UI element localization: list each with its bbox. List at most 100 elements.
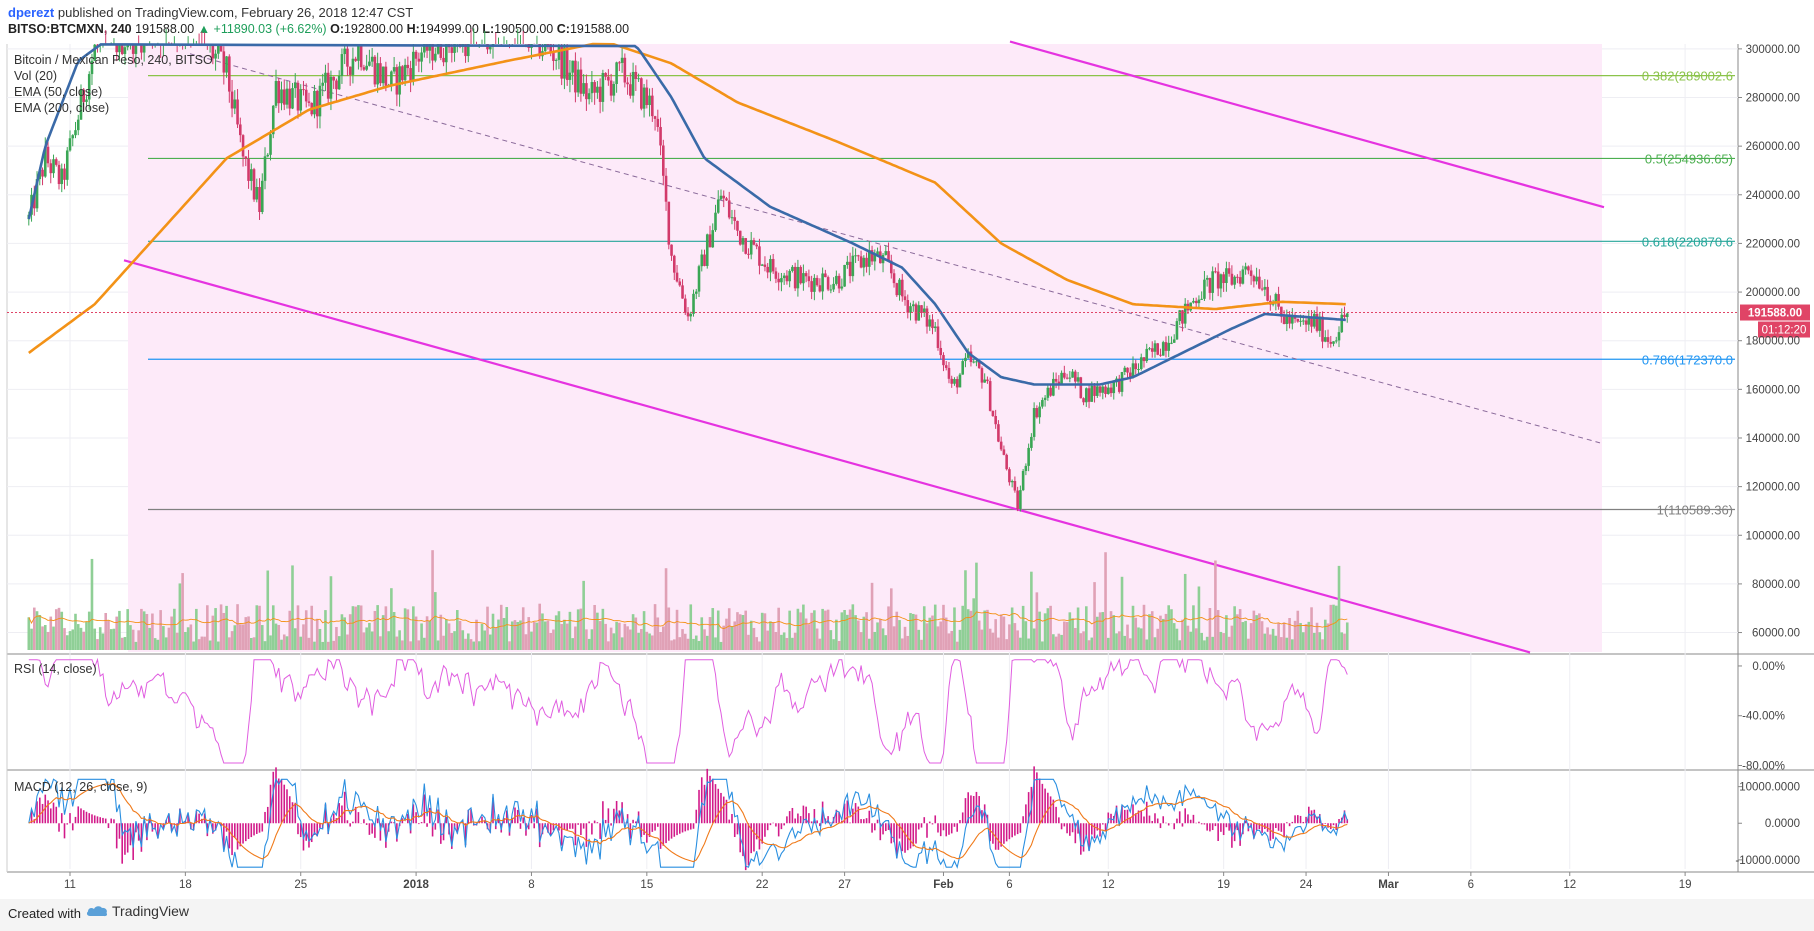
volume-bar <box>862 616 866 650</box>
volume-bar <box>431 550 434 650</box>
chart-header: dperezt published on TradingView.com, Fe… <box>0 0 1814 40</box>
candle-body <box>439 44 443 58</box>
candle-body <box>1258 276 1261 289</box>
candle-body <box>741 238 745 245</box>
countdown-tag <box>1758 321 1810 338</box>
volume-bar <box>280 639 283 650</box>
candle-body <box>302 89 305 91</box>
candle-body <box>1326 337 1330 342</box>
volume-bar <box>585 629 588 650</box>
candle-body <box>346 48 349 67</box>
legend-title: Bitcoin / Mexican Peso, 240, BITSO <box>14 53 213 67</box>
candle-body <box>1288 315 1291 324</box>
candle-body <box>1310 316 1313 327</box>
volume-bar <box>255 605 259 650</box>
volume-bar <box>1345 622 1349 650</box>
volume-bar <box>931 615 934 650</box>
current-price-tag <box>1740 304 1810 321</box>
volume-bar <box>137 630 140 650</box>
candle-body <box>711 230 715 248</box>
volume-bar <box>837 640 841 650</box>
volume-bar <box>1104 552 1107 650</box>
candle-body <box>236 99 239 125</box>
volume-bar <box>857 620 860 650</box>
tradingview-logo[interactable]: TradingView <box>86 903 189 919</box>
symbol-label: BITSO:BTCMXN, 240 <box>8 22 132 36</box>
candle-body <box>780 278 783 283</box>
candle-body <box>716 199 720 213</box>
candle-body <box>631 71 635 96</box>
rsi-tick-label: -80.00% <box>1742 761 1785 773</box>
candle-body <box>318 85 322 117</box>
candle-body <box>65 150 69 180</box>
volume-bar <box>313 641 316 650</box>
candle-body <box>118 44 121 53</box>
candle-body <box>260 180 264 212</box>
volume-bar <box>412 606 415 650</box>
candle-body <box>296 82 300 111</box>
candle-body <box>585 83 588 100</box>
candle-body <box>980 368 984 383</box>
candle-body <box>692 293 695 314</box>
candle-body <box>401 66 404 81</box>
candle-body <box>120 44 124 55</box>
volume-bar <box>1203 640 1206 650</box>
volume-bar <box>109 629 113 650</box>
macd-label: MACD (12, 26, close, 9) <box>14 780 147 794</box>
countdown-tag-text: 01:12:20 <box>1762 325 1807 337</box>
candle-body <box>1013 481 1017 491</box>
candle-body <box>1241 269 1245 284</box>
volume-bar <box>755 637 758 650</box>
volume-bar <box>988 628 992 650</box>
candle-body <box>1030 436 1033 448</box>
candle-body <box>324 72 327 83</box>
candle-body <box>895 283 899 296</box>
volume-bar <box>1131 605 1135 650</box>
volume-bar <box>565 623 569 650</box>
candle-body <box>453 44 456 53</box>
candle-body <box>1123 367 1127 372</box>
volume-bar <box>1074 627 1077 650</box>
volume-bar <box>1060 634 1063 650</box>
volume-bar <box>184 631 187 650</box>
author-link[interactable]: dperezt <box>8 5 55 20</box>
volume-bar <box>906 635 910 650</box>
volume-bar <box>851 604 855 650</box>
volume-bar <box>1337 565 1341 650</box>
volume-bar <box>939 621 943 650</box>
volume-bar <box>601 608 605 650</box>
chart-canvas[interactable]: 0.382(289002.6 0.5(254936.65) 0.618(220870… <box>0 0 1814 899</box>
candle-body <box>228 56 231 92</box>
volume-bar <box>887 606 890 650</box>
candle-body <box>634 71 638 79</box>
candle-body <box>983 379 986 383</box>
candle-body <box>749 240 753 255</box>
volume-bar <box>884 635 888 650</box>
candle-body <box>571 60 574 73</box>
volume-bar <box>354 606 357 650</box>
high-label: H: <box>406 22 420 36</box>
candle-body <box>568 72 572 80</box>
candle-body <box>1021 470 1025 491</box>
volume-bar <box>1263 633 1267 650</box>
candle-body <box>892 273 896 284</box>
volume-bar <box>854 615 857 650</box>
candle-body <box>1304 320 1308 325</box>
candle-body <box>49 163 53 174</box>
volume-bar <box>1093 582 1096 650</box>
volume-bar <box>252 637 256 650</box>
volume-bar <box>173 608 176 650</box>
volume-bar <box>782 632 786 650</box>
candle-body <box>1142 357 1146 362</box>
candle-body <box>708 234 712 248</box>
volume-bar <box>1236 614 1239 650</box>
volume-bar <box>1142 604 1146 650</box>
volume-bar <box>848 609 852 650</box>
volume-bar <box>612 633 616 650</box>
candle-body <box>966 351 970 358</box>
volume-bar <box>277 624 281 650</box>
volume-bars <box>27 550 1349 650</box>
volume-bar <box>351 606 355 650</box>
candle-body <box>1205 277 1209 280</box>
candle-body <box>54 159 58 165</box>
